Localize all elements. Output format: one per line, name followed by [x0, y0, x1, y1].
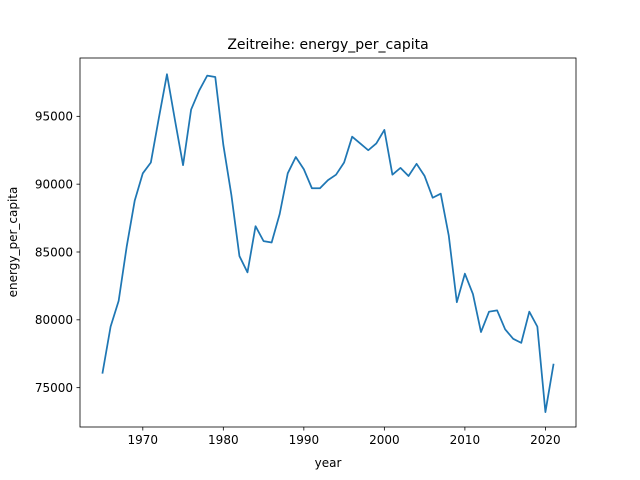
- series-line-energy-per-capita: [101, 73, 555, 413]
- x-tick-label: 1990: [289, 433, 320, 447]
- y-axis-label: energy_per_capita: [6, 187, 20, 298]
- y-axis: 75000 80000 85000 90000 95000: [35, 110, 80, 395]
- x-tick-label: 2010: [450, 433, 481, 447]
- x-axis: 1970 1980 1990 2000 2010 2020: [128, 427, 561, 447]
- y-tick-label: 80000: [35, 313, 73, 327]
- x-tick-label: 2020: [530, 433, 561, 447]
- x-tick-label: 2000: [369, 433, 400, 447]
- x-tick-label: 1980: [208, 433, 239, 447]
- x-tick-label: 1970: [128, 433, 159, 447]
- y-tick-label: 90000: [35, 177, 73, 191]
- plot-area: [79, 57, 577, 428]
- y-tick-label: 85000: [35, 245, 73, 259]
- chart-title: Zeitreihe: energy_per_capita: [227, 37, 428, 53]
- y-tick-label: 95000: [35, 110, 73, 124]
- plot-frame: [79, 57, 577, 428]
- x-axis-label: year: [315, 456, 342, 470]
- y-tick-label: 75000: [35, 381, 73, 395]
